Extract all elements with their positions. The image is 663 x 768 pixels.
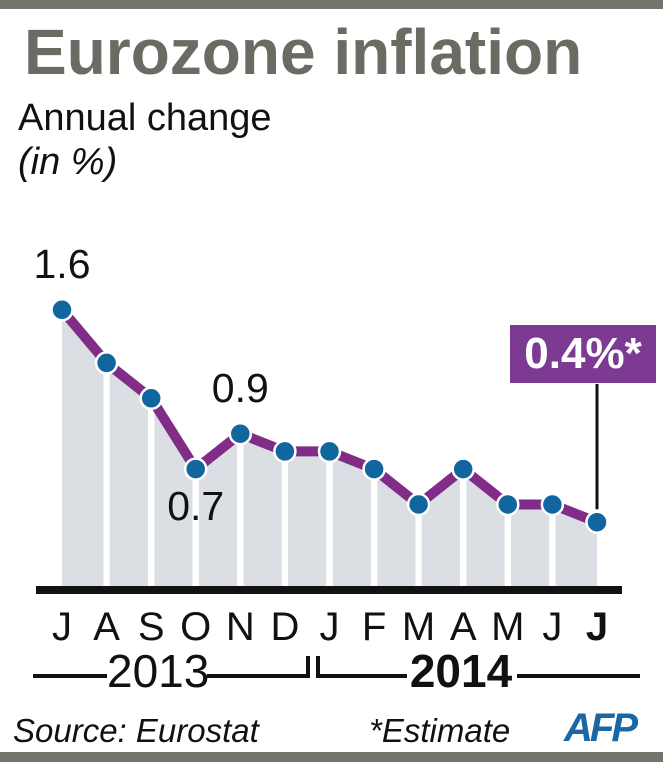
point-value-label: 0.7 xyxy=(167,483,225,530)
column-separator xyxy=(281,453,289,586)
year-axis-line-left xyxy=(33,674,107,678)
point-value-label: 0.9 xyxy=(211,364,269,411)
data-point-dot xyxy=(496,492,520,517)
data-point-dot xyxy=(317,439,342,464)
column-separator xyxy=(504,506,511,586)
column-separator xyxy=(103,364,110,586)
month-label: M xyxy=(401,605,436,649)
month-label: J xyxy=(542,605,563,649)
year-bracket-2014-start xyxy=(316,656,407,678)
month-label: F xyxy=(361,605,387,649)
callout-badge: 0.4%* xyxy=(510,325,656,383)
data-point-dot xyxy=(94,351,119,375)
page-title: Eurozone inflation xyxy=(24,16,583,88)
source-credit: Source: Eurostat xyxy=(13,712,259,749)
data-point-dot xyxy=(228,421,253,446)
month-label: J xyxy=(52,605,72,649)
data-point-dot xyxy=(183,457,208,481)
column-separator xyxy=(549,506,556,586)
data-point-dot xyxy=(540,492,565,517)
data-point-dot xyxy=(406,492,431,517)
month-label: N xyxy=(225,605,255,649)
year-axis-line-right xyxy=(517,674,640,678)
month-label: O xyxy=(180,605,212,649)
unit-note: (in %) xyxy=(18,141,118,183)
afp-logo: AFP xyxy=(564,706,638,750)
column-separator xyxy=(370,471,378,586)
data-point-dot xyxy=(273,439,297,464)
month-label: S xyxy=(137,605,165,649)
month-label: M xyxy=(491,605,525,649)
column-separator xyxy=(237,435,244,586)
month-label: A xyxy=(93,605,120,649)
data-point-dot xyxy=(50,298,74,322)
column-separator xyxy=(148,400,155,586)
year-bracket-2013-end xyxy=(207,656,310,678)
year-label-2014: 2014 xyxy=(409,645,513,697)
column-separator xyxy=(192,471,199,586)
column-separator xyxy=(460,471,467,586)
month-label: A xyxy=(449,605,477,649)
point-value-label: 1.6 xyxy=(33,240,91,287)
column-separator xyxy=(326,453,333,586)
year-label-2013: 2013 xyxy=(107,645,210,697)
data-point-dot xyxy=(585,510,609,534)
top-divider-bar xyxy=(0,0,663,9)
x-axis-year-labels: 2013 2014 xyxy=(0,647,663,697)
chart-subtitle: Annual change xyxy=(18,97,272,139)
column-separator xyxy=(415,506,422,586)
bottom-divider-bar xyxy=(0,752,663,762)
data-point-dot xyxy=(139,386,163,411)
month-label: J xyxy=(319,605,340,649)
month-label: D xyxy=(270,605,300,649)
data-point-dot xyxy=(451,457,475,481)
estimate-footnote: *Estimate xyxy=(369,712,511,749)
x-axis-line xyxy=(36,586,622,594)
month-label: J xyxy=(585,605,609,649)
data-point-dot xyxy=(362,457,386,481)
